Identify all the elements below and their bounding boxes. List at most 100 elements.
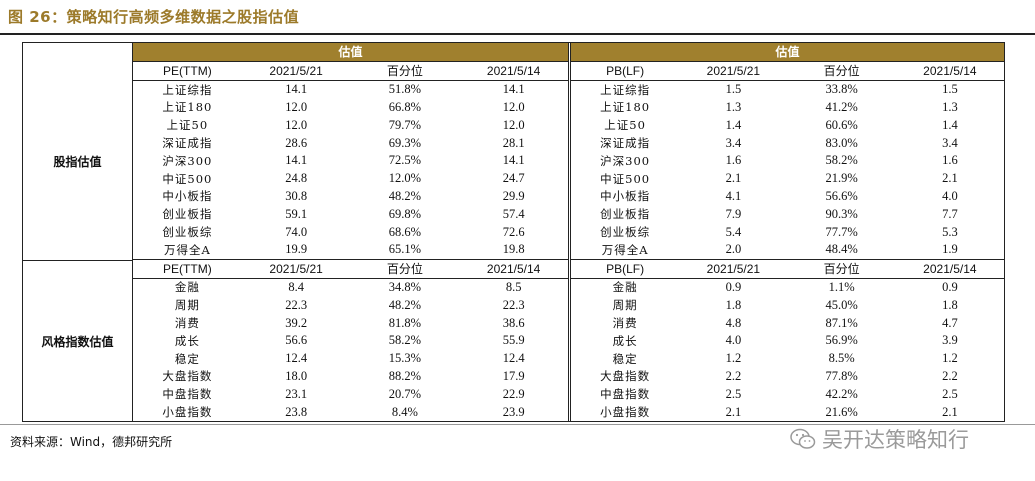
table-row: 上证50 12.0 79.7% 12.0 (133, 116, 568, 134)
index-name-cell: 成长 (174, 333, 200, 348)
column-header: 2021/5/21 (241, 258, 351, 279)
value-cell: 72.5% (388, 153, 422, 168)
table-row: 小盘指数 23.8 8.4% 23.9 (133, 403, 568, 421)
value-cell: 2.0 (725, 242, 742, 257)
value-cell: 56.6% (825, 188, 858, 203)
index-name-cell: 中小板指 (162, 189, 213, 204)
index-name-cell: 小盘指数 (162, 405, 213, 420)
table-row: 创业板综 74.0 68.6% 72.6 (133, 223, 568, 241)
table-row: 上证180 1.3 41.2% 1.3 (571, 99, 1004, 117)
value-cell: 58.2% (388, 333, 422, 348)
table-row: 成长 4.0 56.9% 3.9 (571, 332, 1004, 350)
pb-table: PB(LF) 2021/5/21 百分位 2021/5/14 上证综指 1.5 33.8% 1… (571, 61, 1004, 421)
index-name-cell: 创业板综 (600, 225, 651, 240)
value-cell: 83.0% (825, 135, 858, 150)
index-name-cell: 沪深300 (162, 153, 213, 168)
value-cell: 1.5 (725, 82, 742, 97)
table-row: 中盘指数 2.5 42.2% 2.5 (571, 385, 1004, 403)
index-name-cell: 创业板指 (600, 207, 651, 222)
index-name-cell: 大盘指数 (600, 369, 651, 384)
index-name-cell: 上证180 (162, 100, 213, 115)
value-cell: 2.2 (942, 368, 958, 383)
value-cell: 77.7% (825, 224, 858, 239)
value-cell: 1.5 (942, 82, 958, 97)
value-cell: 74.0 (285, 224, 308, 239)
pe-panel-header: 估值 (133, 43, 568, 61)
side-section-separator (23, 260, 133, 262)
value-cell: 2.1 (942, 171, 958, 186)
value-cell: 4.0 (942, 188, 958, 203)
column-header: 2021/5/14 (895, 258, 1004, 279)
column-header: 2021/5/21 (241, 61, 351, 81)
value-cell: 29.9 (502, 188, 525, 203)
value-cell: 59.1 (285, 206, 308, 221)
table-row: 上证综指 14.1 51.8% 14.1 (133, 80, 568, 98)
wechat-icon (790, 428, 816, 449)
index-name-cell: 中小板指 (600, 189, 651, 204)
value-cell: 8.4% (391, 404, 418, 419)
column-header-row: PE(TTM) 2021/5/21 百分位 2021/5/14 (133, 61, 568, 81)
table-row: 中小板指 4.1 56.6% 4.0 (571, 188, 1004, 206)
value-cell: 14.1 (285, 82, 308, 97)
value-cell: 23.9 (502, 404, 525, 419)
value-cell: 1.2 (942, 351, 958, 366)
title-rule (0, 33, 1035, 35)
table-row: 稳定 12.4 15.3% 12.4 (133, 350, 568, 368)
table-row: 大盘指数 2.2 77.8% 2.2 (571, 368, 1004, 386)
value-cell: 1.6 (942, 153, 958, 168)
value-cell: 88.2% (388, 368, 422, 383)
value-cell: 28.6 (285, 135, 308, 150)
side-label-column: 股指估值 风格指数估值 (23, 43, 133, 421)
index-name-cell: 深证成指 (600, 136, 651, 151)
value-cell: 4.8 (725, 315, 742, 330)
value-cell: 2.5 (942, 386, 958, 401)
column-header: 2021/5/21 (679, 258, 788, 279)
column-header: PB(LF) (571, 61, 680, 81)
value-cell: 3.9 (942, 333, 958, 348)
table-row: 中小板指 30.8 48.2% 29.9 (133, 188, 568, 206)
column-header-row: PB(LF) 2021/5/21 百分位 2021/5/14 (571, 258, 1004, 279)
column-header: 百分位 (787, 258, 896, 279)
value-cell: 20.7% (388, 386, 422, 401)
value-cell: 90.3% (825, 206, 858, 221)
value-cell: 0.9 (725, 279, 742, 294)
value-cell: 77.8% (825, 368, 858, 383)
index-name-cell: 消费 (612, 316, 638, 331)
table-row: 沪深300 1.6 58.2% 1.6 (571, 152, 1004, 170)
value-cell: 42.2% (825, 386, 858, 401)
column-header: 2021/5/14 (459, 61, 568, 81)
index-name-cell: 大盘指数 (162, 369, 213, 384)
value-cell: 17.9 (502, 368, 525, 383)
value-cell: 48.2% (388, 297, 422, 312)
pe-panel: 估值 PE(TTM) 2021/5/21 百分位 2021/5/14 上证综指 14.1 5… (133, 43, 568, 421)
value-cell: 65.1% (388, 242, 422, 257)
value-cell: 30.8 (285, 188, 308, 203)
table-row: 周期 22.3 48.2% 22.3 (133, 296, 568, 314)
value-cell: 12.0 (285, 99, 308, 114)
value-cell: 1.9 (942, 242, 958, 257)
source-note: 资料来源：Wind，德邦研究所 (10, 435, 173, 449)
index-name-cell: 稳定 (174, 351, 200, 366)
index-name-cell: 成长 (612, 333, 638, 348)
value-cell: 5.4 (725, 224, 742, 239)
index-name-cell: 金融 (612, 280, 638, 295)
value-cell: 8.5 (505, 279, 522, 294)
value-cell: 1.3 (942, 99, 958, 114)
source-rule (0, 424, 1035, 425)
column-header: 百分位 (350, 61, 460, 81)
side-label-style-valuation: 风格指数估值 (41, 334, 114, 349)
table-row: 创业板指 7.9 90.3% 7.7 (571, 205, 1004, 223)
table-row: 消费 4.8 87.1% 4.7 (571, 314, 1004, 332)
table-row: 深证成指 3.4 83.0% 3.4 (571, 134, 1004, 152)
value-cell: 2.1 (942, 404, 958, 419)
table-row: 大盘指数 18.0 88.2% 17.9 (133, 368, 568, 386)
value-cell: 5.3 (942, 224, 958, 239)
value-cell: 14.1 (502, 153, 525, 168)
value-cell: 22.3 (285, 297, 308, 312)
value-cell: 1.6 (725, 153, 742, 168)
value-cell: 23.1 (285, 386, 308, 401)
value-cell: 87.1% (825, 315, 858, 330)
value-cell: 34.8% (388, 279, 422, 294)
index-name-cell: 深证成指 (162, 136, 213, 151)
side-label-index-valuation: 股指估值 (53, 154, 102, 169)
